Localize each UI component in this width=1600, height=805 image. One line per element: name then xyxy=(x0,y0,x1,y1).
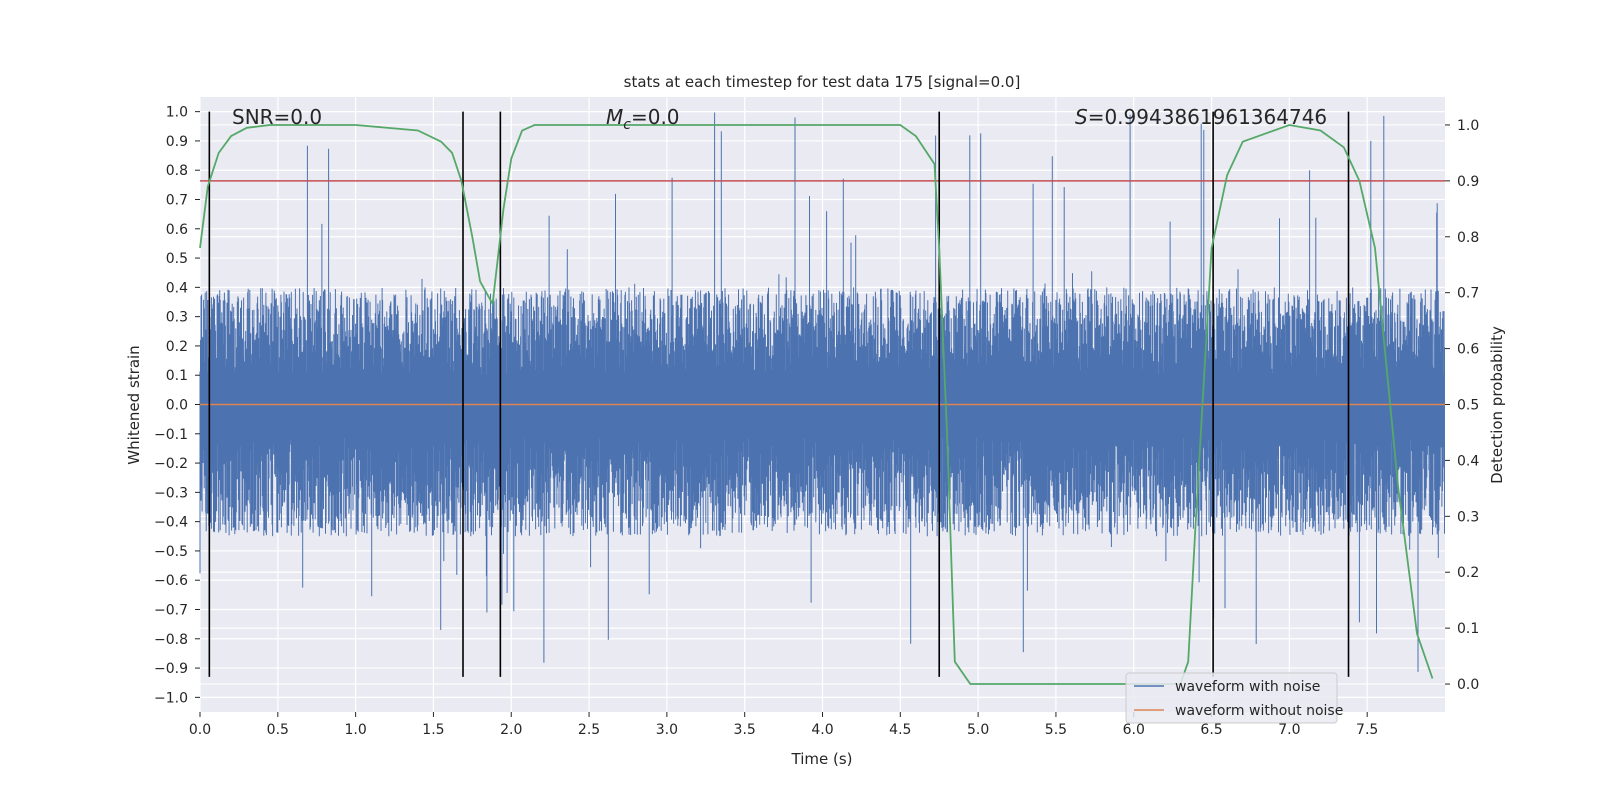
x-tick-label: 4.0 xyxy=(811,722,833,738)
x-tick-label: 1.5 xyxy=(422,722,444,738)
x-tick-label: 7.0 xyxy=(1278,722,1300,738)
legend-label-clean: waveform without noise xyxy=(1175,703,1343,719)
y-left-tick-label: 0.0 xyxy=(166,398,188,414)
chart-title: stats at each timestep for test data 175… xyxy=(624,73,1021,91)
y-right-tick-label: 0.8 xyxy=(1457,230,1479,246)
y-right-tick-label: 0.0 xyxy=(1457,677,1479,693)
x-tick-label: 6.0 xyxy=(1123,722,1145,738)
y-left-tick-label: 0.5 xyxy=(166,251,188,267)
y-left-tick-label: 0.2 xyxy=(166,339,188,355)
y-left-tick-label: 1.0 xyxy=(166,105,188,121)
y-left-tick-label: −0.8 xyxy=(154,632,188,648)
y-right-tick-label: 0.7 xyxy=(1457,286,1479,302)
snr-annotation: SNR=0.0 xyxy=(232,105,322,129)
y-right-tick-label: 0.9 xyxy=(1457,174,1479,190)
y-right-tick-label: 0.4 xyxy=(1457,453,1479,469)
y-left-tick-label: −0.6 xyxy=(154,573,188,589)
y-left-tick-label: 0.1 xyxy=(166,368,188,384)
y-left-tick-label: −1.0 xyxy=(154,690,188,706)
y-left-tick-label: 0.7 xyxy=(166,193,188,209)
x-tick-label: 5.5 xyxy=(1045,722,1067,738)
y-left-tick-label: 0.8 xyxy=(166,163,188,179)
x-tick-label: 3.0 xyxy=(656,722,678,738)
x-tick-label: 4.5 xyxy=(889,722,911,738)
x-tick-label: 5.0 xyxy=(967,722,989,738)
significance-symbol: S xyxy=(1075,105,1088,129)
chirp-mass-symbol: M xyxy=(606,105,623,129)
x-tick-label: 6.5 xyxy=(1200,722,1222,738)
legend: waveform with noise waveform without noi… xyxy=(1125,672,1343,724)
waveform-with-noise-line xyxy=(199,112,1445,672)
significance-annotation: S=0.9943861961364746 xyxy=(1075,105,1327,129)
y-left-tick-label: 0.9 xyxy=(166,134,188,150)
legend-box xyxy=(1125,672,1338,724)
x-tick-label: 7.5 xyxy=(1356,722,1378,738)
y-left-tick-label: −0.9 xyxy=(154,661,188,677)
y-left-tick-label: −0.5 xyxy=(154,544,188,560)
y-left-tick-label: 0.4 xyxy=(166,280,188,296)
x-tick-label: 2.0 xyxy=(500,722,522,738)
y-axis-left-label: Whitened strain xyxy=(125,345,143,464)
x-tick-label: 0.0 xyxy=(189,722,211,738)
y-right-tick-label: 0.5 xyxy=(1457,398,1479,414)
y-right-tick-label: 0.6 xyxy=(1457,342,1479,358)
y-right-tick-label: 0.1 xyxy=(1457,621,1479,637)
chirp-mass-subscript: c xyxy=(623,117,631,133)
x-tick-label: 2.5 xyxy=(578,722,600,738)
detection-probability-line xyxy=(199,124,1434,685)
legend-label-noise: waveform with noise xyxy=(1175,679,1320,695)
axis-layer: 0.0 0.5 1.0 1.5 2.0 2.5 3.0 3.5 4.0 4.5 5.0 5.5 6.0 6… xyxy=(154,105,1479,738)
x-tick-label: 0.5 xyxy=(267,722,289,738)
waveform-with-noise-series xyxy=(199,112,1445,672)
y-right-tick-label: 1.0 xyxy=(1457,118,1479,134)
x-tick-label: 3.5 xyxy=(734,722,756,738)
y-left-tick-label: −0.7 xyxy=(154,603,188,619)
significance-value: =0.9943861961364746 xyxy=(1088,105,1327,129)
x-axis-label: Time (s) xyxy=(791,750,853,768)
overlay-layer xyxy=(199,111,1445,685)
y-right-tick-label: 0.3 xyxy=(1457,509,1479,525)
y-left-tick-label: −0.1 xyxy=(154,427,188,443)
y-axis-right-label: Detection probability xyxy=(1488,326,1506,484)
y-left-tick-label: −0.3 xyxy=(154,485,188,501)
y-right-tick-label: 0.2 xyxy=(1457,565,1479,581)
x-tick-label: 1.0 xyxy=(344,722,366,738)
chirp-mass-value: =0.0 xyxy=(631,105,680,129)
chirp-mass-annotation: Mc=0.0 xyxy=(606,105,680,133)
y-left-tick-label: −0.4 xyxy=(154,515,188,531)
y-left-tick-label: −0.2 xyxy=(154,456,188,472)
y-left-tick-label: 0.6 xyxy=(166,222,188,238)
y-left-tick-label: 0.3 xyxy=(166,310,188,326)
